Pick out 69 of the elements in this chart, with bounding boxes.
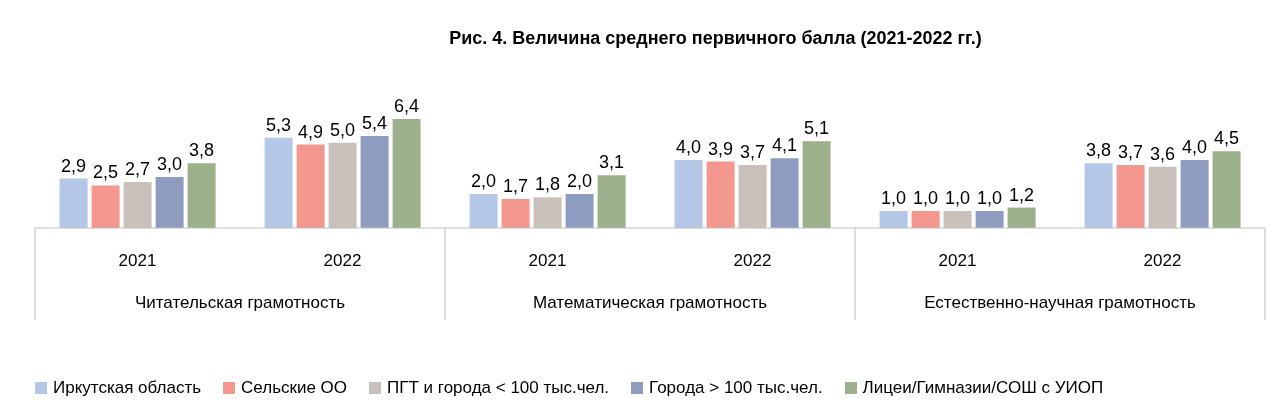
- data-label: 2,9: [61, 155, 87, 176]
- bar: [1084, 163, 1113, 228]
- data-label: 2,7: [125, 159, 151, 180]
- data-label: 1,8: [535, 174, 561, 195]
- data-label: 3,8: [189, 140, 215, 161]
- x-tick-label: 2021: [938, 251, 977, 270]
- bar: [392, 119, 421, 228]
- x-tick-label: 2021: [118, 251, 157, 270]
- chart-title: Рис. 4. Величина среднего первичного балла (2021-2022 гг.): [448, 27, 983, 50]
- x-tick-label: 2022: [1143, 251, 1182, 270]
- text: Читательская грамотность: [134, 293, 346, 312]
- text: Естественно-научная грамотность: [924, 293, 1196, 312]
- data-label: 3,8: [1086, 140, 1112, 161]
- bar: [264, 137, 293, 228]
- bar: [1116, 164, 1145, 228]
- bar: [155, 176, 184, 228]
- x-tick-label: 2021: [528, 251, 567, 270]
- bar: [1212, 151, 1241, 228]
- bar: [770, 158, 799, 228]
- legend-label: Лицеи/Гимназии/СОШ с УИОП: [862, 378, 1104, 398]
- data-label: 3,1: [599, 152, 625, 173]
- bar: [1007, 207, 1036, 228]
- bar: [674, 159, 703, 228]
- data-label: 2,0: [567, 170, 593, 191]
- data-label: 3,7: [740, 141, 766, 162]
- data-label: 6,4: [394, 96, 420, 116]
- bar: [469, 193, 498, 228]
- data-label: 1,0: [913, 187, 939, 208]
- data-label: 4,5: [1214, 128, 1240, 149]
- bar: [501, 199, 530, 228]
- x-tick-label: 2022: [323, 251, 362, 270]
- bar: [565, 193, 594, 228]
- x-tick-label: 2022: [733, 251, 772, 270]
- text: Математическая грамотность: [532, 293, 768, 312]
- data-label: 3,9: [708, 138, 734, 159]
- bar: [911, 210, 940, 228]
- bar: [360, 136, 389, 228]
- data-label: 4,9: [298, 121, 324, 142]
- data-label: 3,7: [1118, 141, 1144, 162]
- bar: [296, 144, 325, 228]
- bar: [802, 141, 831, 228]
- data-label: 5,4: [362, 113, 388, 134]
- data-label: 2,5: [93, 162, 119, 183]
- data-label: 1,2: [1009, 184, 1035, 205]
- data-label: 4,0: [676, 136, 702, 157]
- bar: [59, 178, 88, 228]
- bar: [1180, 159, 1209, 228]
- data-label: 3,0: [157, 153, 183, 174]
- legend-label: Сельские ОО: [241, 378, 348, 398]
- data-label: 5,0: [330, 119, 356, 140]
- legend-label: ПГТ и города < 100 тыс.чел.: [387, 378, 610, 398]
- data-label: 1,0: [945, 187, 971, 208]
- data-label: 5,1: [804, 118, 830, 139]
- data-label: 5,3: [266, 114, 292, 135]
- legend-label: Иркутская область: [53, 378, 202, 398]
- data-label: 1,0: [881, 187, 907, 208]
- bar: [91, 185, 120, 228]
- bar: [706, 161, 735, 228]
- data-label: 1,7: [503, 176, 529, 197]
- data-label: 4,0: [1182, 136, 1208, 157]
- data-label: 3,6: [1150, 143, 1176, 164]
- data-label: 4,1: [772, 135, 798, 156]
- data-label: 2,0: [471, 170, 497, 191]
- bar: [597, 175, 626, 228]
- legend-label: Города > 100 тыс.чел.: [649, 378, 823, 398]
- data-label: 1,0: [977, 187, 1003, 208]
- bar: [975, 210, 1004, 228]
- bar: [187, 163, 216, 228]
- bar: [879, 210, 908, 228]
